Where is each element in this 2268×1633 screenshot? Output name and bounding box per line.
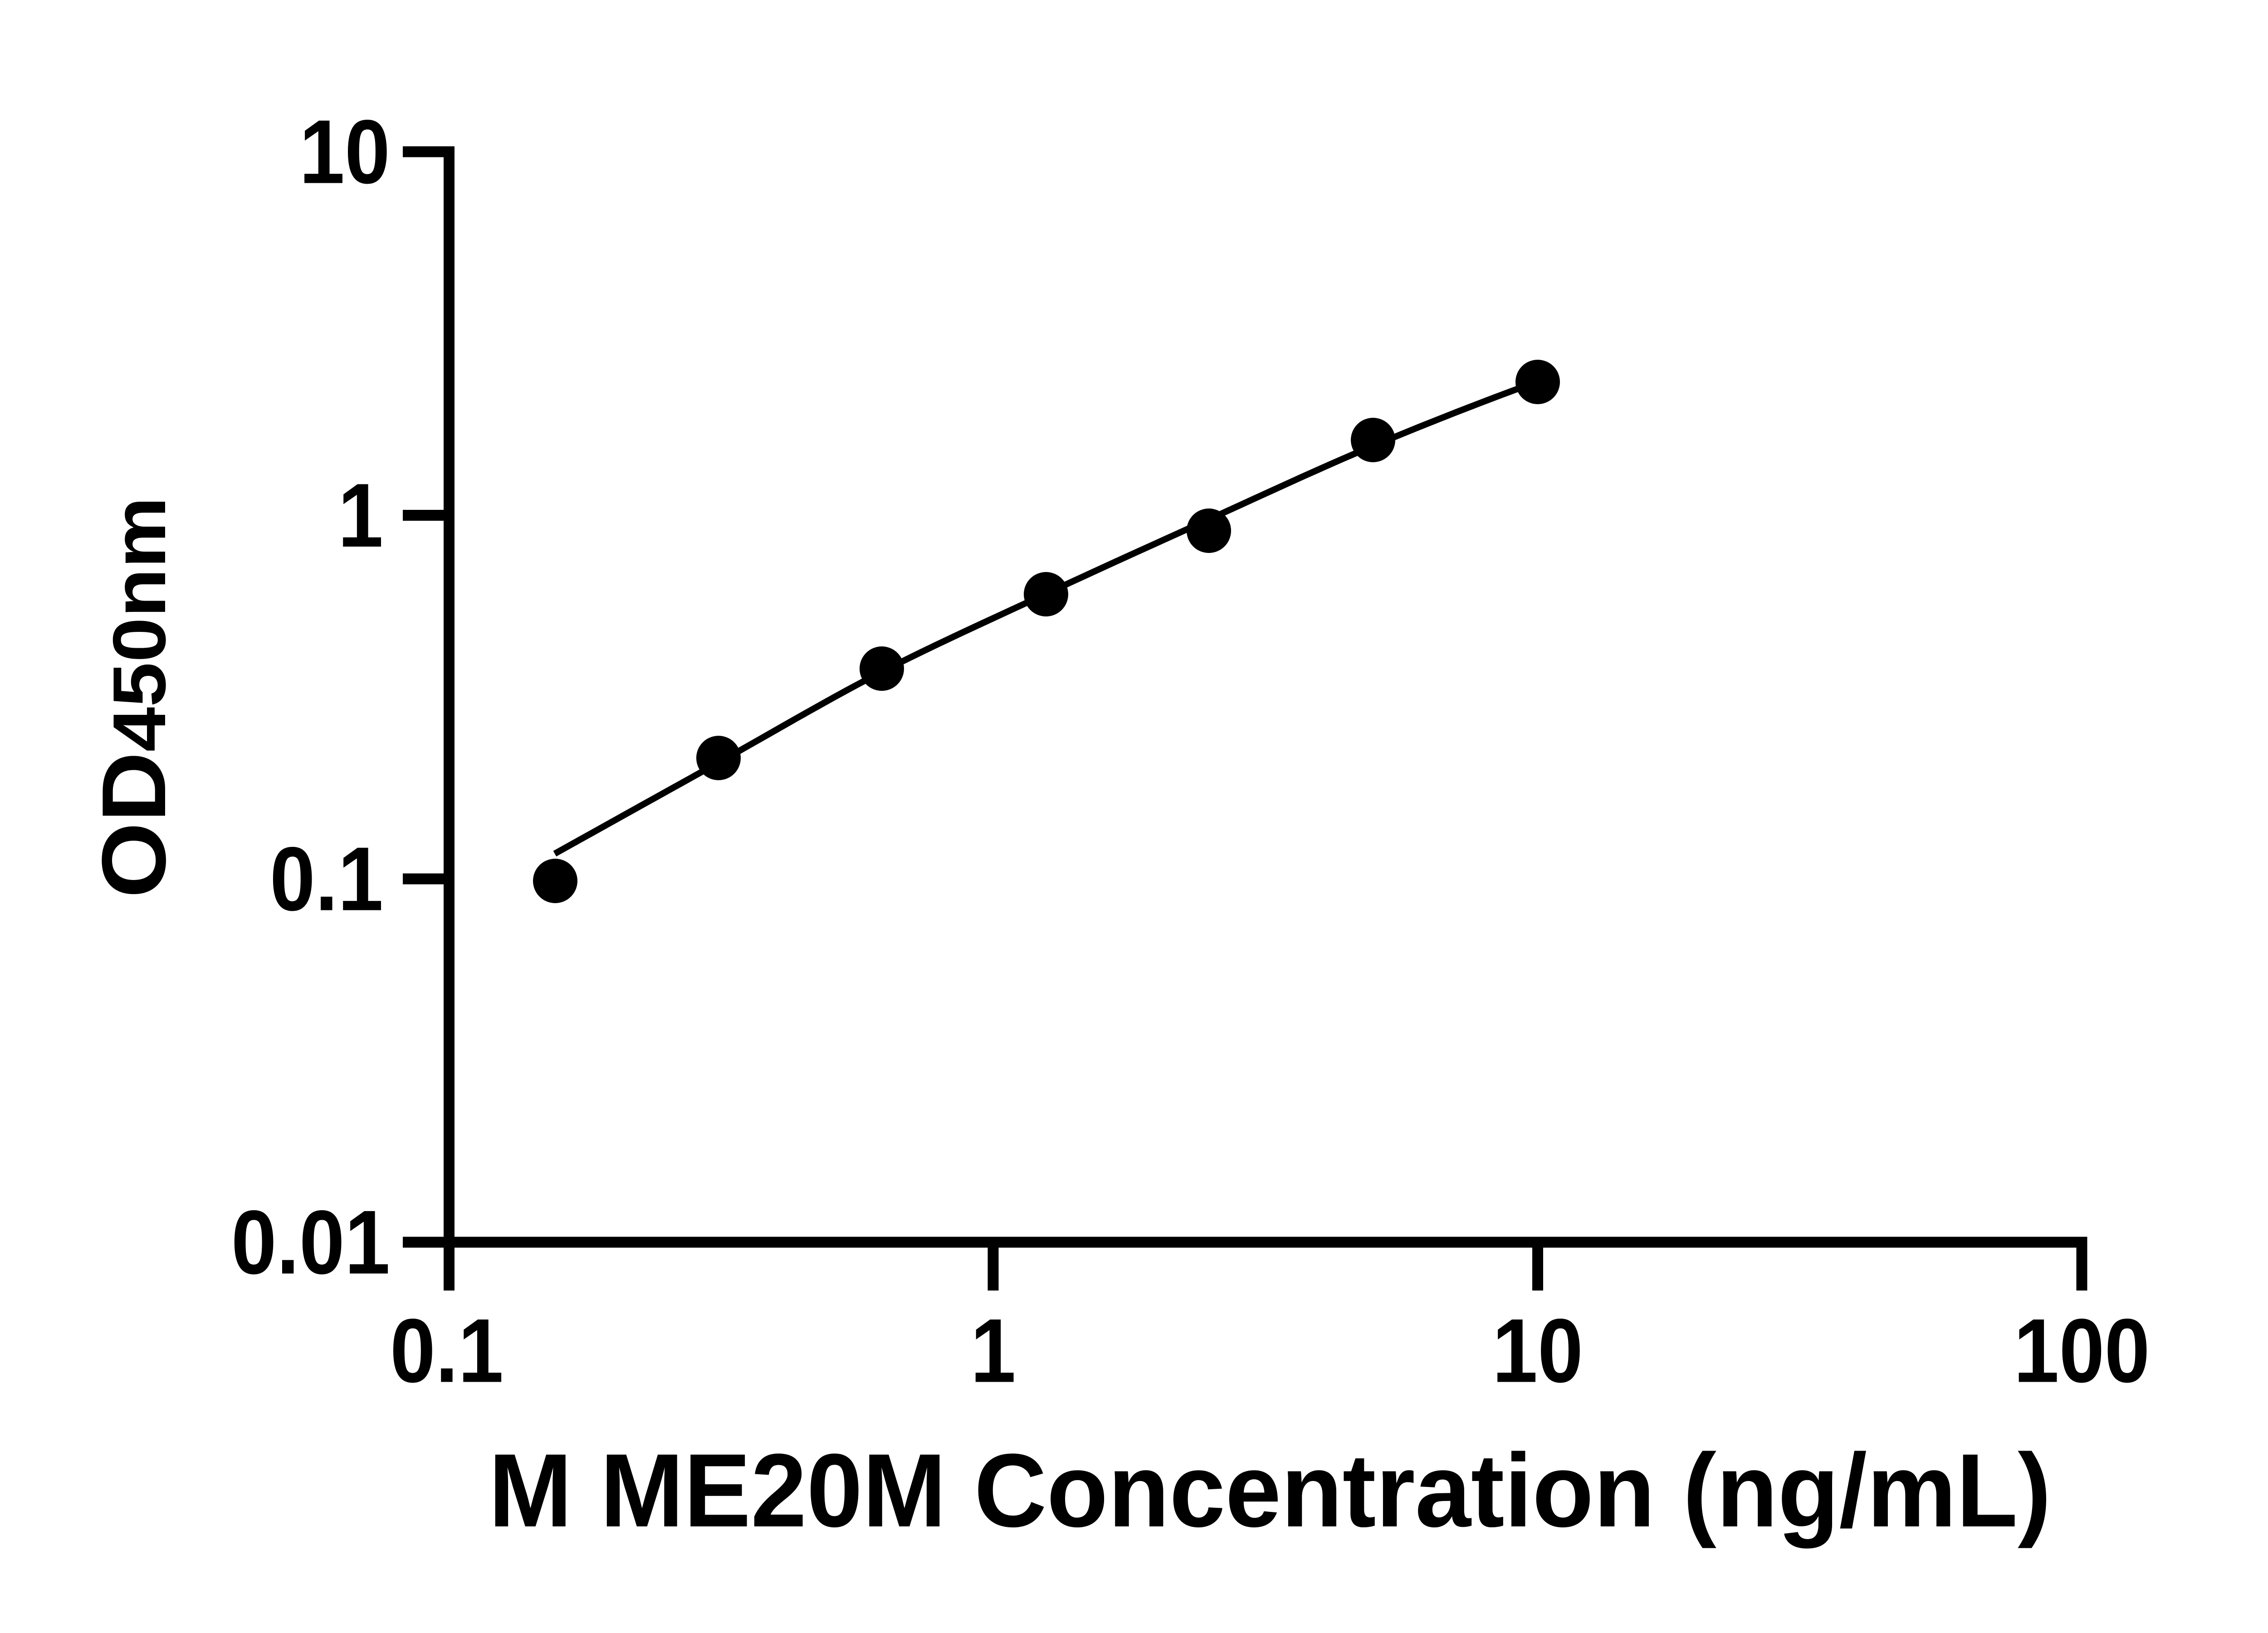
svg-text:0.1: 0.1 (270, 829, 383, 930)
svg-text:M ME20M Concentration (ng/mL): M ME20M Concentration (ng/mL) (489, 1432, 2051, 1549)
svg-text:OD450nm: OD450nm (83, 497, 185, 898)
svg-text:1: 1 (970, 1301, 1016, 1402)
svg-text:100: 100 (2014, 1301, 2150, 1402)
svg-text:10: 10 (1492, 1301, 1583, 1402)
svg-text:10: 10 (299, 102, 390, 203)
svg-text:0.01: 0.01 (231, 1192, 390, 1293)
svg-text:1: 1 (338, 465, 383, 566)
svg-text:0.1: 0.1 (390, 1301, 503, 1402)
